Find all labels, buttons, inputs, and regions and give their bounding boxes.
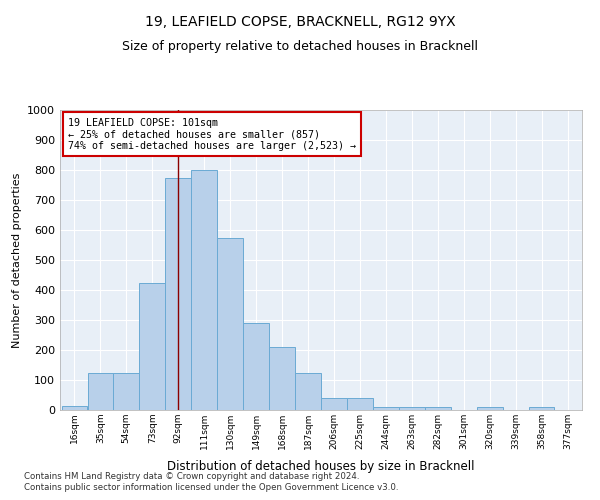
Text: 19 LEAFIELD COPSE: 101sqm
← 25% of detached houses are smaller (857)
74% of semi: 19 LEAFIELD COPSE: 101sqm ← 25% of detac… <box>68 118 356 150</box>
Bar <box>244 323 269 410</box>
Text: Contains public sector information licensed under the Open Government Licence v3: Contains public sector information licen… <box>24 484 398 492</box>
Bar <box>191 170 217 410</box>
Bar <box>399 407 425 410</box>
Bar <box>217 238 243 410</box>
Text: Contains HM Land Registry data © Crown copyright and database right 2024.: Contains HM Land Registry data © Crown c… <box>24 472 359 481</box>
Y-axis label: Number of detached properties: Number of detached properties <box>11 172 22 348</box>
Bar <box>166 178 191 410</box>
Bar <box>295 372 321 410</box>
Bar <box>113 372 139 410</box>
Bar <box>373 407 398 410</box>
Bar <box>477 407 503 410</box>
Text: 19, LEAFIELD COPSE, BRACKNELL, RG12 9YX: 19, LEAFIELD COPSE, BRACKNELL, RG12 9YX <box>145 15 455 29</box>
Bar <box>269 347 295 410</box>
Bar <box>347 398 373 410</box>
Bar <box>425 407 451 410</box>
Bar <box>62 406 87 410</box>
Bar <box>88 372 113 410</box>
Text: Size of property relative to detached houses in Bracknell: Size of property relative to detached ho… <box>122 40 478 53</box>
Bar <box>321 398 347 410</box>
Bar <box>529 407 554 410</box>
Bar <box>139 282 165 410</box>
X-axis label: Distribution of detached houses by size in Bracknell: Distribution of detached houses by size … <box>167 460 475 473</box>
